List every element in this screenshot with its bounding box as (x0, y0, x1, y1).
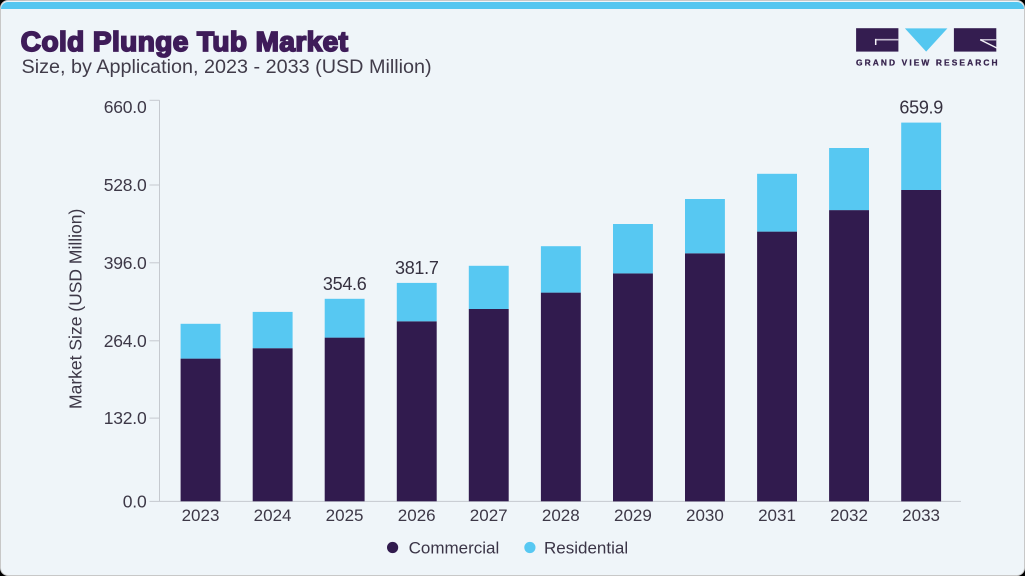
svg-text:Cold Plunge Tub Market: Cold Plunge Tub Market (21, 26, 349, 57)
svg-text:2033: 2033 (902, 506, 940, 525)
svg-text:Size, by Application, 2023 - 2: Size, by Application, 2023 - 2033 (USD M… (22, 56, 432, 78)
svg-text:2023: 2023 (182, 506, 220, 525)
svg-text:381.7: 381.7 (395, 258, 439, 278)
svg-text:396.0: 396.0 (104, 253, 147, 273)
svg-text:659.9: 659.9 (899, 97, 943, 117)
svg-text:132.0: 132.0 (104, 408, 147, 428)
svg-text:Commercial: Commercial (409, 539, 500, 558)
svg-text:264.0: 264.0 (104, 331, 147, 351)
svg-text:GRAND VIEW RESEARCH: GRAND VIEW RESEARCH (856, 58, 1000, 68)
svg-text:354.6: 354.6 (323, 274, 367, 294)
svg-text:2032: 2032 (830, 506, 868, 525)
svg-text:Residential: Residential (544, 539, 628, 558)
svg-text:2025: 2025 (326, 506, 364, 525)
svg-text:2024: 2024 (254, 506, 292, 525)
svg-text:2029: 2029 (614, 506, 652, 525)
svg-text:2030: 2030 (686, 506, 724, 525)
svg-text:660.0: 660.0 (104, 97, 147, 117)
svg-text:2027: 2027 (470, 506, 508, 525)
svg-text:Market Size (USD Million): Market Size (USD Million) (66, 209, 86, 409)
svg-text:2031: 2031 (758, 506, 796, 525)
svg-text:528.0: 528.0 (104, 175, 147, 195)
svg-text:2026: 2026 (398, 506, 436, 525)
svg-text:2028: 2028 (542, 506, 580, 525)
svg-text:0.0: 0.0 (123, 491, 147, 511)
